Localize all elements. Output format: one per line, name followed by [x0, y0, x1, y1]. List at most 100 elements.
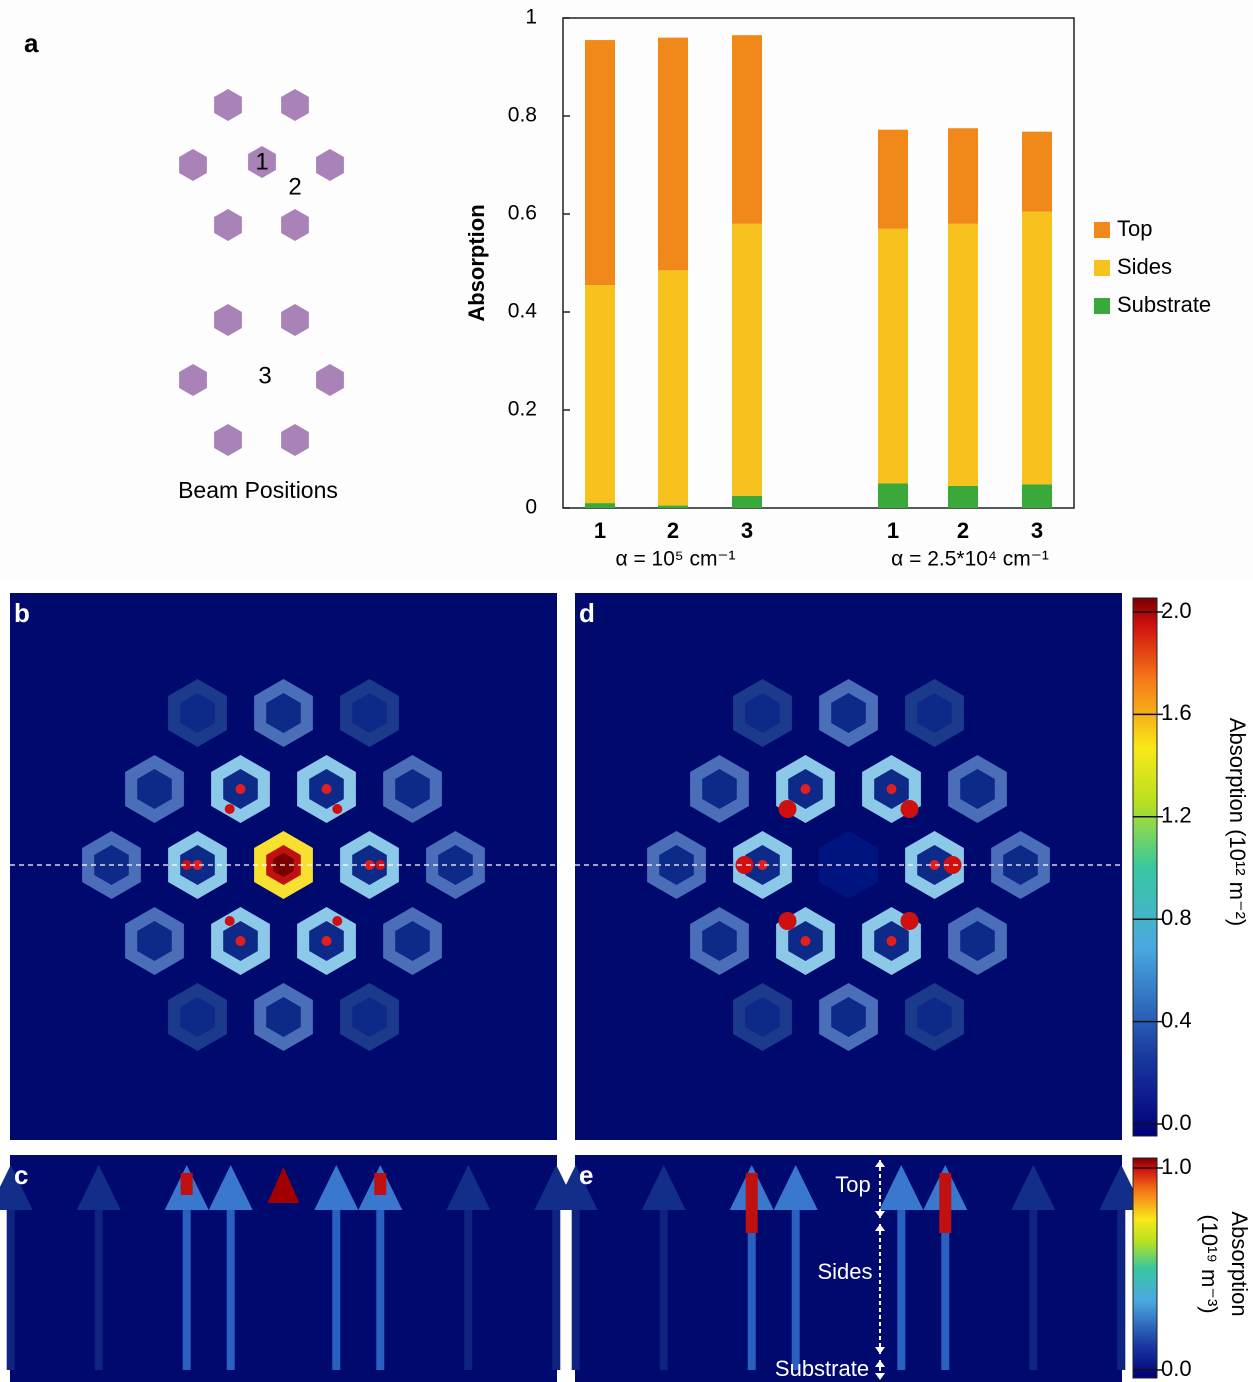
hot-edge [374, 1173, 386, 1195]
bar-segment [658, 506, 688, 508]
bar-segment [585, 503, 615, 508]
body: a123Beam Positions00.20.40.60.81Absorpti… [0, 0, 1253, 1382]
pillar-side [464, 1210, 472, 1370]
legend-label: Substrate [1117, 292, 1211, 317]
beam-label: 3 [258, 362, 271, 389]
panel-label: c [14, 1160, 28, 1190]
pillar-side [792, 1210, 800, 1370]
colorbar-tick-label: 1.2 [1161, 803, 1192, 828]
legend-label: Sides [1117, 254, 1172, 279]
pillar-side [376, 1210, 384, 1370]
bar-segment [948, 224, 978, 486]
hot-spot [225, 916, 235, 926]
page: Absorption figure {"panel_labels": ["a",… [0, 0, 1253, 1382]
y-tick-label: 0.6 [508, 202, 537, 225]
hot-spot [322, 784, 332, 794]
legend-swatch [1094, 222, 1110, 238]
pillar-side [95, 1210, 103, 1370]
pillar-side [1029, 1210, 1037, 1370]
group-label: α = 2.5*10⁴ cm⁻¹ [891, 548, 1049, 571]
pillar-side [7, 1210, 15, 1370]
bar-segment [948, 486, 978, 508]
hot-edge [746, 1173, 758, 1233]
pillar-side [183, 1210, 191, 1370]
pillar-side [332, 1210, 340, 1370]
beam-label: 1 [255, 148, 268, 175]
bar-segment [732, 224, 762, 496]
pillar-side [552, 1210, 560, 1370]
colorbar-tick-label: 0.4 [1161, 1007, 1192, 1032]
y-tick-label: 0.4 [508, 300, 538, 323]
legend-swatch [1094, 298, 1110, 314]
panel-label: a [24, 28, 39, 58]
bar-segment [658, 270, 688, 505]
hot-spot [779, 800, 797, 818]
annotation: Substrate [775, 1356, 869, 1381]
x-tick-label: 1 [887, 518, 899, 543]
colorbar-tick-label: 1.0 [1161, 1154, 1192, 1179]
hot-spot [901, 800, 919, 818]
bar-segment [732, 496, 762, 508]
hot-spot [887, 936, 897, 946]
hot-spot [801, 784, 811, 794]
legend-swatch [1094, 260, 1110, 276]
hot-spot [225, 804, 235, 814]
y-tick-label: 0 [525, 496, 537, 519]
pillar-side [748, 1210, 756, 1370]
bar-segment [658, 38, 688, 271]
bar-segment [1022, 484, 1052, 508]
pillar-side [897, 1210, 905, 1370]
colorbar-label: (10¹⁹ m⁻³) [1197, 1214, 1222, 1313]
panel-label: d [579, 598, 595, 628]
hot-spot [236, 936, 246, 946]
hot-spot [322, 936, 332, 946]
pillar-side [572, 1210, 580, 1370]
colorbar-label: Absorption [1227, 1211, 1252, 1316]
colorbar-tick-label: 2.0 [1161, 598, 1192, 623]
beam-label: 2 [288, 173, 301, 200]
panel-label: e [579, 1160, 593, 1190]
colorbar [1133, 598, 1157, 1136]
bar-segment [585, 40, 615, 285]
hot-spot [901, 912, 919, 930]
bar-segment [585, 285, 615, 503]
annotation: Top [835, 1172, 870, 1197]
hot-spot [801, 936, 811, 946]
y-tick-label: 0.8 [508, 104, 537, 127]
colorbar [1133, 1158, 1157, 1378]
hot-edge [181, 1173, 193, 1195]
hot-spot [236, 784, 246, 794]
x-tick-label: 3 [1031, 518, 1043, 543]
pillar-side [660, 1210, 668, 1370]
pillar-side [1117, 1210, 1125, 1370]
y-tick-label: 0.2 [508, 398, 537, 421]
hot-spot [779, 912, 797, 930]
pillar-side [227, 1210, 235, 1370]
x-tick-label: 3 [741, 518, 753, 543]
x-tick-label: 1 [594, 518, 606, 543]
figure: a123Beam Positions00.20.40.60.81Absorpti… [0, 0, 1253, 1382]
bar-segment [878, 229, 908, 484]
bar-segment [878, 484, 908, 509]
colorbar-tick-label: 1.6 [1161, 700, 1192, 725]
colorbar-tick-label: 0.0 [1161, 1356, 1192, 1381]
bar-segment [732, 35, 762, 224]
annotation: Sides [817, 1259, 872, 1284]
y-tick-label: 1 [525, 6, 537, 29]
x-tick-label: 2 [957, 518, 969, 543]
colorbar-tick-label: 0.8 [1161, 905, 1192, 930]
bar-segment [1022, 212, 1052, 485]
x-tick-label: 2 [667, 518, 679, 543]
bar-segment [1022, 132, 1052, 212]
bar-segment [948, 128, 978, 224]
hot-edge [939, 1173, 951, 1233]
pillar-side [941, 1210, 949, 1370]
colorbar-label: Absorption (10¹² m⁻²) [1225, 718, 1250, 926]
legend-label: Top [1117, 216, 1152, 241]
hot-spot [332, 804, 342, 814]
colorbar-tick-label: 0.0 [1161, 1110, 1192, 1135]
panel-label: b [14, 598, 30, 628]
y-axis-label: Absorption [464, 204, 489, 321]
group-label: α = 10⁵ cm⁻¹ [615, 548, 735, 571]
hot-spot [332, 916, 342, 926]
